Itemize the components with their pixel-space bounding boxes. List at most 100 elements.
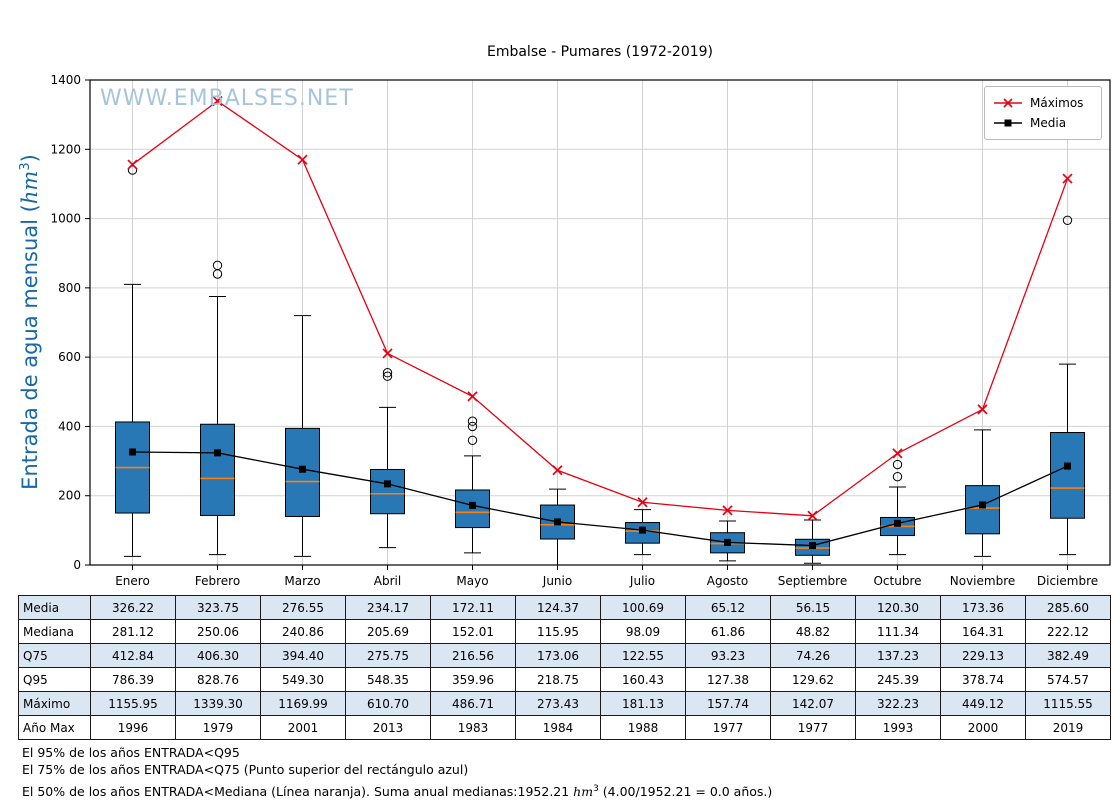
chart-title: Embalse - Pumares (1972-2019) — [486, 44, 714, 60]
x-tick-label: Octubre — [873, 574, 921, 588]
row-header: Q75 — [18, 643, 91, 668]
table-cell: 382.49 — [1025, 643, 1111, 668]
box-Diciembre — [1050, 431, 1085, 519]
maximos-line-sample-icon — [994, 98, 1022, 108]
y-tick-label: 200 — [58, 489, 81, 503]
table-cell: 240.86 — [260, 619, 346, 644]
table-cell: 164.31 — [940, 619, 1026, 644]
x-tick-label: Noviembre — [950, 574, 1016, 588]
box-Febrero — [200, 423, 235, 516]
footnote-mediana: El 50% de los años ENTRADA<Mediana (Líne… — [22, 784, 773, 800]
legend: Máximos Media — [984, 86, 1102, 140]
x-tick-label: Junio — [542, 574, 572, 588]
table-cell: 137.23 — [855, 643, 941, 668]
table-cell: 65.12 — [685, 595, 771, 620]
table-cell: 548.35 — [345, 667, 431, 692]
table-cell: 157.74 — [685, 691, 771, 716]
table-cell: 406.30 — [175, 643, 261, 668]
table-cell: 273.43 — [515, 691, 601, 716]
table-cell: 172.11 — [430, 595, 516, 620]
table-cell: 122.55 — [600, 643, 686, 668]
table-cell: 218.75 — [515, 667, 601, 692]
row-header: Año Max — [18, 715, 91, 740]
y-tick-label: 1200 — [50, 142, 81, 156]
table-cell: 359.96 — [430, 667, 516, 692]
table-cell: 574.57 — [1025, 667, 1111, 692]
outlier — [382, 371, 393, 381]
footnote-q75: El 75% de los años ENTRADA<Q75 (Punto su… — [22, 762, 469, 777]
table-cell: 120.30 — [855, 595, 941, 620]
table-row: Media 326.22 323.75 276.55 234.17 172.11 124.3… — [18, 595, 1111, 620]
y-tick-label: 600 — [58, 350, 81, 364]
table-cell: 610.70 — [345, 691, 431, 716]
table-cell: 1983 — [430, 715, 516, 740]
table-cell: 786.39 — [90, 667, 176, 692]
table-cell: 181.13 — [600, 691, 686, 716]
y-axis-label: Entrada de agua mensual (hm3) — [18, 154, 42, 490]
table-cell: 98.09 — [600, 619, 686, 644]
table-cell: 93.23 — [685, 643, 771, 668]
table-cell: 275.75 — [345, 643, 431, 668]
outlier — [1062, 215, 1073, 226]
table-cell: 2000 — [940, 715, 1026, 740]
row-header: Media — [18, 595, 91, 620]
outlier — [892, 459, 903, 470]
table-cell: 100.69 — [600, 595, 686, 620]
outlier — [467, 416, 478, 426]
footnote-q95: El 95% de los años ENTRADA<Q95 — [22, 745, 240, 760]
gridlines — [90, 79, 1110, 566]
table-cell: 250.06 — [175, 619, 261, 644]
y-tick-label: 0 — [73, 558, 81, 572]
table-cell: 285.60 — [1025, 595, 1111, 620]
table-cell: 276.55 — [260, 595, 346, 620]
legend-label-media: Media — [1030, 116, 1067, 130]
table-cell: 74.26 — [770, 643, 856, 668]
table-cell: 173.36 — [940, 595, 1026, 620]
table-cell: 1169.99 — [260, 691, 346, 716]
table-cell: 245.39 — [855, 667, 941, 692]
x-tick-label: Agosto — [707, 574, 748, 588]
table-row: Máximo 1155.95 1339.30 1169.99 610.70 486.71 2… — [18, 691, 1111, 716]
table-cell: 1988 — [600, 715, 686, 740]
legend-entry-media: Media — [993, 113, 1093, 133]
table-cell: 173.06 — [515, 643, 601, 668]
table-cell: 412.84 — [90, 643, 176, 668]
table-cell: 378.74 — [940, 667, 1026, 692]
table-cell: 129.62 — [770, 667, 856, 692]
media-line-sample-icon — [994, 119, 1022, 127]
outlier — [892, 471, 903, 482]
box-Noviembre — [965, 485, 1000, 535]
table-cell: 1977 — [685, 715, 771, 740]
table-row: Mediana 281.12 250.06 240.86 205.69 152.01 115… — [18, 619, 1111, 644]
ylabel-exponent: 3 — [18, 162, 33, 171]
table-cell: 160.43 — [600, 667, 686, 692]
table-cell: 828.76 — [175, 667, 261, 692]
x-tick-label: Enero — [115, 574, 150, 588]
table-cell: 111.34 — [855, 619, 941, 644]
row-header: Q95 — [18, 667, 91, 692]
y-tick-label: 400 — [58, 419, 81, 433]
table-cell: 486.71 — [430, 691, 516, 716]
table-row: Q95 786.39 828.76 549.30 548.35 359.96 218.75 1… — [18, 667, 1111, 692]
x-tick-label: Abril — [374, 574, 401, 588]
y-tick-label: 1000 — [50, 212, 81, 226]
table-cell: 152.01 — [430, 619, 516, 644]
table-cell: 1339.30 — [175, 691, 261, 716]
table-cell: 48.82 — [770, 619, 856, 644]
ylabel-unit: hm — [18, 170, 42, 205]
table-cell: 61.86 — [685, 619, 771, 644]
table-cell: 1979 — [175, 715, 261, 740]
table-cell: 216.56 — [430, 643, 516, 668]
y-tick-label: 1400 — [50, 73, 81, 87]
table-cell: 1984 — [515, 715, 601, 740]
x-tick-label: Julio — [629, 574, 655, 588]
table-cell: 142.07 — [770, 691, 856, 716]
row-header: Mediana — [18, 619, 91, 644]
x-tick-label: Mayo — [456, 574, 488, 588]
legend-entry-maximos: Máximos — [993, 93, 1093, 113]
table-cell: 323.75 — [175, 595, 261, 620]
table-row: Q75 412.84 406.30 394.40 275.75 216.56 173.06 1… — [18, 643, 1111, 668]
row-header: Máximo — [18, 691, 91, 716]
table-cell: 1977 — [770, 715, 856, 740]
